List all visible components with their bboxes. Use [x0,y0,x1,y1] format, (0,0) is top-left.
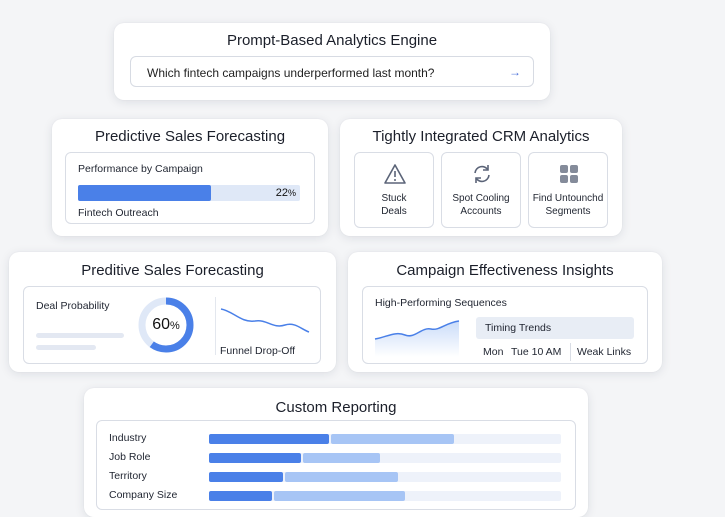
campaign-label: Fintech Outreach [78,207,159,219]
forecasting-donut-title: Preditive Sales Forecasting [81,262,264,279]
performance-progress-track: 22% [78,185,300,201]
sales-forecasting-title: Predictive Sales Forecasting [94,128,286,145]
time-label: Tue 10 AM [511,346,562,358]
reporting-row-company-size[interactable]: Company Size [109,489,579,503]
panel-divider [215,297,216,355]
reporting-row-industry[interactable]: Industry [109,432,579,446]
reporting-row-job-role[interactable]: Job Role [109,451,579,465]
deal-probability-donut [138,297,194,353]
reporting-row-label: Industry [109,432,147,444]
placeholder-line [36,333,124,338]
tile-spot-cooling-label: Spot Cooling Accounts [444,192,518,218]
deal-probability-panel: Deal Probability 60% Funnel Drop-Off [23,286,321,364]
day-label: Mon [483,346,504,358]
custom-reporting-card: Custom Reporting Industry Job Role Terri… [84,388,588,517]
tile-label-line1: Find Untounchd [532,193,604,204]
reporting-bar-secondary [284,472,398,482]
tile-find-untouched-label: Find Untounchd Segments [531,192,605,218]
crm-analytics-card: Tightly Integrated CRM Analytics Stuck D… [340,119,622,236]
performance-progress-value: 22% [276,187,296,199]
campaign-insights-card: Campaign Effectiveness Insights High-Per… [348,252,662,372]
funnel-dropoff-sparkline [220,308,310,333]
performance-panel-title: Performance by Campaign [78,163,203,175]
progress-number: 22 [275,187,288,199]
arrow-right-icon[interactable]: → [509,65,521,79]
reporting-bar-primary [209,453,301,463]
warning-triangle-icon [384,164,406,184]
sequences-panel: High-Performing Sequences Timing Trends … [362,286,648,364]
reporting-row-label: Job Role [109,451,151,463]
campaign-insights-title: Campaign Effectiveness Insights [396,262,614,279]
reporting-track [209,491,561,501]
tile-label-line1: Stuck [381,193,407,204]
donut-unit: % [170,320,180,332]
tile-stuck-deals-label: Stuck Deals [357,192,431,218]
weak-links-label: Weak Links [577,346,632,358]
refresh-cycle-icon [474,165,490,183]
tile-label-line2: Accounts [460,206,502,217]
tile-spot-cooling-accounts[interactable]: Spot Cooling Accounts [441,152,521,228]
reporting-bar-secondary [302,453,380,463]
reporting-track [209,472,561,482]
reporting-bar-primary [209,491,273,501]
reporting-track [209,453,561,463]
panel-divider [570,343,571,361]
prompt-engine-card: Prompt-Based Analytics Engine Which fint… [114,23,550,100]
reporting-bar-primary [209,472,283,482]
sales-forecasting-card: Predictive Sales Forecasting Performance… [52,119,328,236]
reporting-track [209,434,561,444]
reporting-bar-primary [209,434,329,444]
forecasting-donut-card: Preditive Sales Forecasting Deal Probabi… [9,252,336,372]
crm-analytics-title: Tightly Integrated CRM Analytics [372,128,590,145]
reporting-bar-secondary [274,491,405,501]
reporting-panel: Industry Job Role Territory Company Size [96,420,576,510]
sequences-sparkline [374,320,460,357]
funnel-dropoff-label: Funnel Drop-Off [220,345,296,357]
donut-value: 60% [136,316,196,334]
performance-panel: Performance by Campaign 22% Fintech Outr… [65,152,315,224]
deal-probability-label: Deal Probability [36,300,110,312]
reporting-row-label: Company Size [109,489,178,501]
tile-stuck-deals[interactable]: Stuck Deals [354,152,434,228]
tile-find-untouched-segments[interactable]: Find Untounchd Segments [528,152,608,228]
tile-label-line2: Segments [545,206,591,217]
query-input[interactable]: Which fintech campaigns underperformed l… [130,56,534,87]
custom-reporting-title: Custom Reporting [275,399,397,416]
donut-number: 60 [152,316,170,333]
query-text[interactable]: Which fintech campaigns underperformed l… [147,66,435,80]
tile-label-line2: Deals [381,206,407,217]
tile-label-line1: Spot Cooling [452,193,510,204]
reporting-bar-secondary [330,434,454,444]
prompt-engine-title: Prompt-Based Analytics Engine [226,32,438,49]
progress-unit: % [287,188,296,198]
reporting-row-territory[interactable]: Territory [109,470,579,484]
reporting-rows: Industry Job Role Territory Company Size [109,432,569,508]
donut-arc [138,297,194,353]
grid-squares-icon [560,165,578,183]
performance-progress-fill [78,185,212,201]
sequences-label: High-Performing Sequences [375,297,507,309]
timing-trends-box: Timing Trends [476,317,634,339]
timing-trends-label: Timing Trends [485,322,552,334]
placeholder-line [36,345,96,350]
reporting-row-label: Territory [109,470,147,482]
